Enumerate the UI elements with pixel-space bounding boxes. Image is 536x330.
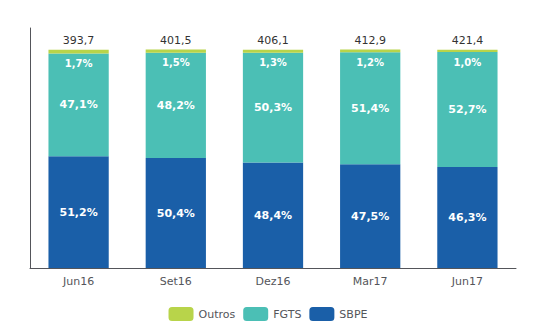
svg-text:401,5: 401,5 xyxy=(160,34,192,47)
svg-text:51,2%: 51,2% xyxy=(60,206,98,219)
svg-text:Jun16: Jun16 xyxy=(62,275,94,288)
svg-text:50,3%: 50,3% xyxy=(254,101,292,114)
svg-text:412,9: 412,9 xyxy=(354,34,386,47)
svg-text:Outros: Outros xyxy=(199,308,236,321)
svg-text:1,7%: 1,7% xyxy=(65,58,93,69)
svg-text:51,4%: 51,4% xyxy=(351,102,389,115)
svg-text:Jun17: Jun17 xyxy=(451,275,483,288)
svg-text:1,0%: 1,0% xyxy=(454,57,482,68)
svg-text:Set16: Set16 xyxy=(160,275,192,288)
svg-text:46,3%: 46,3% xyxy=(448,211,486,224)
svg-text:1,5%: 1,5% xyxy=(162,57,190,68)
svg-text:Mar17: Mar17 xyxy=(353,275,388,288)
svg-text:47,5%: 47,5% xyxy=(351,210,389,223)
svg-text:48,2%: 48,2% xyxy=(157,99,195,112)
svg-text:SBPE: SBPE xyxy=(339,308,367,321)
svg-text:52,7%: 52,7% xyxy=(448,103,486,116)
svg-text:FGTS: FGTS xyxy=(273,308,301,321)
svg-text:393,7: 393,7 xyxy=(63,34,95,47)
svg-text:50,4%: 50,4% xyxy=(157,207,195,220)
svg-text:421,4: 421,4 xyxy=(452,34,484,47)
svg-text:Dez16: Dez16 xyxy=(255,275,290,288)
svg-text:1,2%: 1,2% xyxy=(356,57,384,68)
svg-text:1,3%: 1,3% xyxy=(259,57,287,68)
svg-text:48,4%: 48,4% xyxy=(254,209,292,222)
svg-text:406,1: 406,1 xyxy=(257,34,289,47)
svg-text:47,1%: 47,1% xyxy=(60,98,98,111)
